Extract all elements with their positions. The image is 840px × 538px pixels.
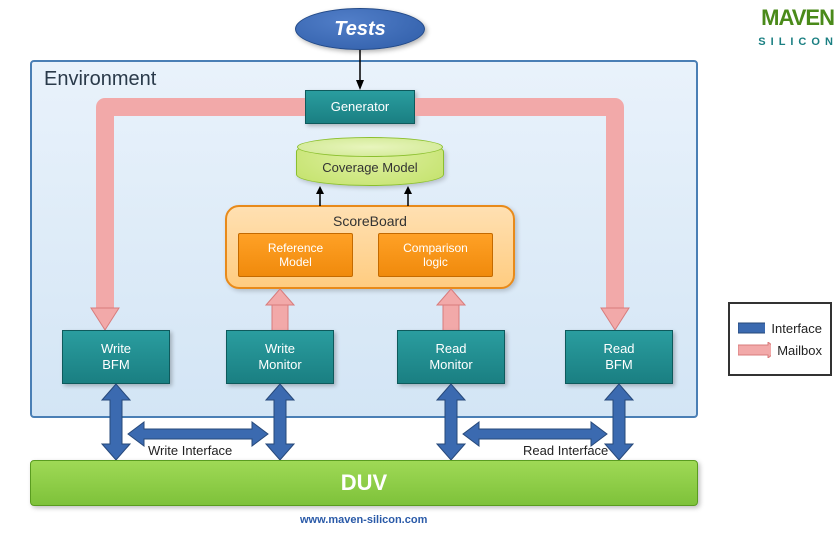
logo: MAVEN S I L I C O N xyxy=(724,8,834,48)
legend-item-mailbox: Mailbox xyxy=(738,342,822,358)
tests-label: Tests xyxy=(334,18,386,41)
coverage-node: Coverage Model xyxy=(296,140,444,186)
write-bfm-node: WriteBFM xyxy=(62,330,170,384)
footer-link: www.maven-silicon.com xyxy=(300,514,427,526)
write-monitor-label: WriteMonitor xyxy=(258,341,301,372)
read-bfm-node: ReadBFM xyxy=(565,330,673,384)
legend-mailbox-label: Mailbox xyxy=(777,343,822,358)
read-bfm-label: ReadBFM xyxy=(603,341,634,372)
legend-item-interface: Interface xyxy=(738,320,822,336)
comparison-logic-label: Comparisonlogic xyxy=(403,241,468,270)
interface-arrow-icon xyxy=(738,320,765,336)
duv-node: DUV xyxy=(30,460,698,506)
write-bfm-label: WriteBFM xyxy=(101,341,131,372)
logo-line1: MAVEN xyxy=(761,5,834,30)
reference-model-label: ReferenceModel xyxy=(268,241,323,270)
read-interface-label: Read Interface xyxy=(523,443,608,458)
tests-node: Tests xyxy=(295,8,425,50)
mailbox-arrow-icon xyxy=(738,342,771,358)
environment-label: Environment xyxy=(44,68,156,91)
legend: Interface Mailbox xyxy=(728,302,832,376)
read-monitor-label: ReadMonitor xyxy=(429,341,472,372)
legend-interface-label: Interface xyxy=(771,321,822,336)
duv-label: DUV xyxy=(341,470,387,496)
comparison-logic-node: Comparisonlogic xyxy=(378,233,493,277)
coverage-label: Coverage Model xyxy=(322,160,417,175)
generator-node: Generator xyxy=(305,90,415,124)
logo-line2: S I L I C O N xyxy=(758,36,834,48)
reference-model-node: ReferenceModel xyxy=(238,233,353,277)
read-monitor-node: ReadMonitor xyxy=(397,330,505,384)
generator-label: Generator xyxy=(331,99,390,115)
scoreboard-label: ScoreBoard xyxy=(227,213,513,229)
write-monitor-node: WriteMonitor xyxy=(226,330,334,384)
write-interface-label: Write Interface xyxy=(148,443,232,458)
